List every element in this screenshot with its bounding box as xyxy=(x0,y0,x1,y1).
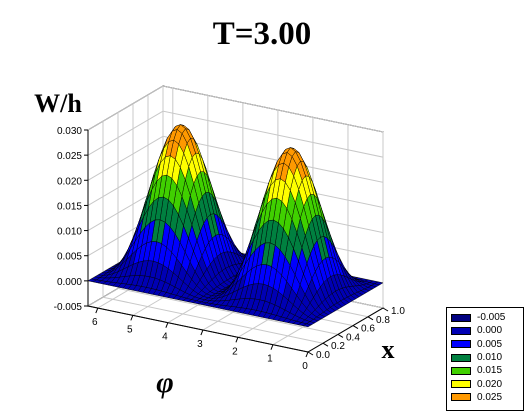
legend-item: -0.005 xyxy=(451,311,519,324)
legend-label: 0.015 xyxy=(477,365,503,377)
legend-label: -0.005 xyxy=(477,312,506,324)
z-axis-label: W/h xyxy=(34,89,82,118)
phi-tick xyxy=(130,315,134,321)
legend-swatch xyxy=(451,380,471,389)
legend-label: 0.005 xyxy=(477,338,503,350)
phi-tick-label: 0 xyxy=(302,361,308,372)
legend-item: 0.020 xyxy=(451,377,519,390)
x-axis-label: x xyxy=(382,335,395,364)
z-tick-label: 0.030 xyxy=(57,126,82,137)
surface-mesh xyxy=(87,124,384,328)
legend-item: 0.015 xyxy=(451,364,519,377)
x-tick-label: 1.0 xyxy=(391,306,405,317)
phi-tick-label: 2 xyxy=(232,346,238,357)
legend-label: 0.000 xyxy=(477,325,503,337)
x-tick-label: 0.6 xyxy=(361,324,375,335)
x-tick xyxy=(322,342,329,347)
legend-swatch xyxy=(451,366,471,375)
z-tick-label: 0.010 xyxy=(57,227,82,238)
legend-label: 0.010 xyxy=(477,352,503,364)
z-tick-label: 0.000 xyxy=(57,277,82,288)
legend-item: 0.025 xyxy=(451,391,519,404)
phi-tick-label: 6 xyxy=(92,317,98,328)
phi-tick xyxy=(235,337,239,343)
legend-swatch xyxy=(451,326,471,335)
phi-tick-label: 4 xyxy=(162,332,168,343)
x-tick xyxy=(307,351,314,356)
x-tick xyxy=(352,325,359,330)
box-edge xyxy=(307,307,384,353)
legend-label: 0.020 xyxy=(477,378,503,390)
phi-axis-label: φ xyxy=(156,366,174,399)
legend-swatch xyxy=(451,393,471,402)
x-tick xyxy=(382,307,389,312)
legend-item: 0.005 xyxy=(451,338,519,351)
phi-tick xyxy=(270,344,274,350)
x-floor-gridline xyxy=(102,296,324,344)
phi-tick xyxy=(165,322,169,328)
z-tick-label: 0.015 xyxy=(57,201,82,212)
legend-item: 0.010 xyxy=(451,351,519,364)
phi-tick-label: 5 xyxy=(127,324,133,335)
x-floor-gridline xyxy=(117,287,339,335)
x-tick xyxy=(337,333,344,338)
x-tick-label: 0.0 xyxy=(316,350,330,361)
legend-swatch xyxy=(451,340,471,349)
phi-tick xyxy=(200,329,204,336)
x-tick-label: 0.4 xyxy=(346,332,360,343)
legend-swatch xyxy=(451,313,471,322)
legend-item: 0.000 xyxy=(451,324,519,337)
phi-tick-label: 3 xyxy=(197,339,203,350)
phi-tick xyxy=(95,307,99,314)
z-tick-label: 0.025 xyxy=(57,151,82,162)
x-tick-label: 0.8 xyxy=(376,315,390,326)
legend-label: 0.025 xyxy=(477,391,503,403)
axis-ticks: -0.0050.0000.0050.0100.0150.0200.0250.03… xyxy=(54,126,406,372)
box-edge xyxy=(87,305,309,353)
z-tick-label: 0.020 xyxy=(57,176,82,187)
x-tick xyxy=(367,316,374,321)
z-tick-label: 0.005 xyxy=(57,252,82,263)
legend-swatch xyxy=(451,353,471,362)
x-tick-label: 0.2 xyxy=(331,341,345,352)
phi-tick xyxy=(305,351,309,358)
legend: -0.005 0.000 0.005 0.010 0.015 0.020 0.0… xyxy=(446,307,524,411)
z-tick-label: -0.005 xyxy=(54,302,83,313)
chart-title: T=3.00 xyxy=(213,16,312,52)
phi-tick-label: 1 xyxy=(267,354,273,365)
plot-box-front xyxy=(87,130,384,353)
surface-cell xyxy=(87,278,98,283)
